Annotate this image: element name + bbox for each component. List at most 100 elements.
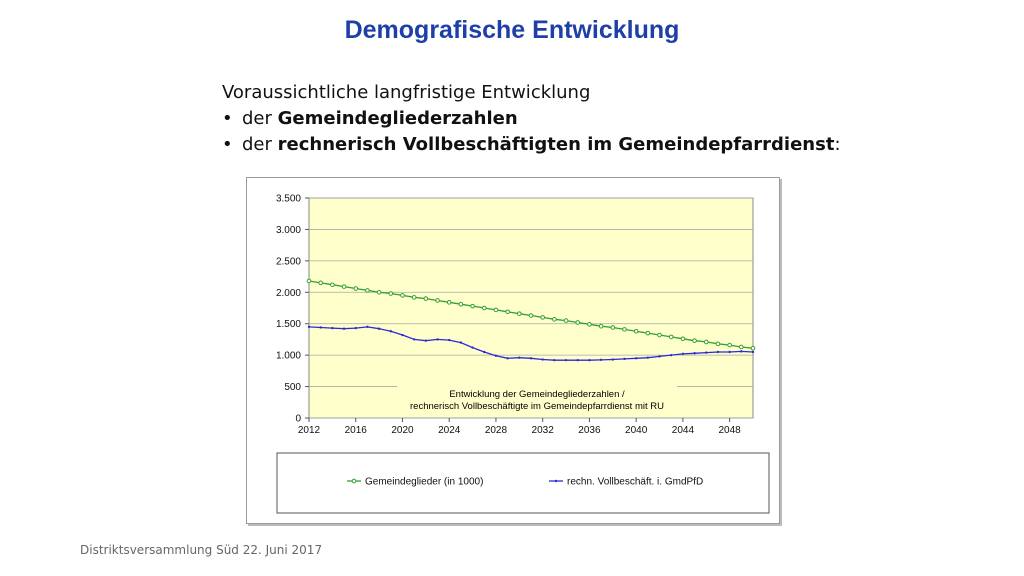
x-tick-label: 2024 <box>438 425 461 436</box>
data-point <box>506 357 509 360</box>
data-point <box>459 341 463 344</box>
annotation-box <box>397 385 677 413</box>
legend-label: rechn. Vollbeschäft. i. GmdPfD <box>567 477 703 488</box>
data-point <box>505 309 510 315</box>
footer-text: Distriktsversammlung Süd 22. Juni 2017 <box>80 543 323 557</box>
data-point <box>471 346 474 349</box>
data-point <box>389 330 392 333</box>
data-point <box>528 313 534 318</box>
data-point <box>366 325 369 329</box>
x-tick-label: 2040 <box>625 425 648 436</box>
bullet-text: der Gemeindegliederzahlen <box>242 106 518 132</box>
data-point <box>692 338 697 343</box>
y-tick-label: 3.500 <box>276 194 301 205</box>
data-point <box>483 350 486 354</box>
y-tick-label: 1.500 <box>276 319 301 330</box>
data-point <box>728 350 731 354</box>
data-point <box>727 342 732 348</box>
legend <box>276 452 770 514</box>
data-point <box>552 317 557 322</box>
data-point <box>623 357 626 361</box>
data-point <box>750 345 756 351</box>
data-point <box>365 288 370 293</box>
data-point <box>705 351 708 354</box>
data-point <box>423 296 429 301</box>
data-point <box>436 338 439 341</box>
data-point <box>446 300 452 305</box>
data-point <box>353 286 359 291</box>
x-tick-label: 2048 <box>719 425 742 436</box>
data-point <box>657 332 662 338</box>
data-point <box>703 339 709 345</box>
data-point <box>424 339 428 342</box>
bullet-icon: • <box>222 108 233 129</box>
bullet-bold: rechnerisch Vollbeschäftigten im Gemeind… <box>277 134 835 155</box>
data-point <box>588 358 591 362</box>
bullet-bold: Gemeindegliederzahlen <box>277 108 518 129</box>
data-point <box>645 330 651 336</box>
data-point <box>529 357 533 360</box>
x-tick-label: 2028 <box>485 425 508 436</box>
data-point <box>330 282 335 288</box>
data-point <box>494 354 498 357</box>
data-point <box>307 325 311 329</box>
bullet-prefix: der <box>242 108 278 129</box>
data-point <box>634 357 638 360</box>
data-point <box>693 352 696 355</box>
data-point <box>518 356 521 359</box>
plot-area <box>308 197 754 419</box>
data-point <box>400 293 405 298</box>
data-point <box>622 327 627 332</box>
y-tick-label: 3.000 <box>276 225 301 236</box>
data-point <box>306 278 312 284</box>
data-point <box>412 338 416 341</box>
slide-title: Demografische Entwicklung <box>344 16 680 44</box>
annotation-line-2: rechnerisch Vollbeschäftigte im Gemeinde… <box>410 401 664 412</box>
x-tick-label: 2020 <box>391 425 414 436</box>
bullet-icon: • <box>222 134 233 155</box>
data-point <box>411 295 417 300</box>
data-point <box>541 358 544 361</box>
data-point <box>715 341 721 347</box>
x-tick-label: 2012 <box>298 425 321 436</box>
bullet-item: • der Gemeindegliederzahlen <box>222 106 922 132</box>
data-point <box>670 353 673 357</box>
bullet-prefix: der <box>242 134 278 155</box>
data-point <box>716 350 720 354</box>
y-tick-label: 1.000 <box>276 351 301 362</box>
data-point <box>458 301 464 307</box>
data-point <box>681 352 685 356</box>
annotation-line-1: Entwicklung der Gemeindegliederzahlen / <box>449 389 625 400</box>
data-point <box>354 326 357 330</box>
data-point <box>342 327 346 330</box>
data-point <box>751 350 755 354</box>
data-point <box>587 322 592 327</box>
data-point <box>377 327 381 330</box>
data-point <box>319 326 322 329</box>
data-point <box>668 334 674 340</box>
data-point <box>575 320 581 325</box>
x-tick-label: 2032 <box>532 425 555 436</box>
data-point <box>331 326 334 330</box>
data-point <box>611 358 614 361</box>
legend-marker <box>351 478 357 484</box>
data-point <box>658 355 661 358</box>
chart-frame: 0 500 1.000 1.500 2.000 2.500 3.000 3.500 2012 20… <box>246 177 780 524</box>
x-tick-label: 2016 <box>345 425 368 436</box>
data-point <box>517 311 522 316</box>
y-tick-label: 0 <box>295 414 301 425</box>
data-point <box>388 291 394 296</box>
data-point <box>481 305 487 311</box>
data-point <box>646 356 650 359</box>
data-point <box>576 358 579 362</box>
data-point <box>680 336 686 342</box>
x-tick-label: 2044 <box>672 425 695 436</box>
bullet-suffix: : <box>834 134 841 155</box>
data-point <box>610 325 616 330</box>
bullet-item: • der rechnerisch Vollbeschäftigten im G… <box>222 132 922 158</box>
y-tick-label: 500 <box>284 382 301 393</box>
slide-text: Voraussichtliche langfristige Entwicklun… <box>222 80 922 158</box>
data-point <box>448 338 451 342</box>
data-point <box>633 328 639 334</box>
y-tick-label: 2.000 <box>276 288 301 299</box>
